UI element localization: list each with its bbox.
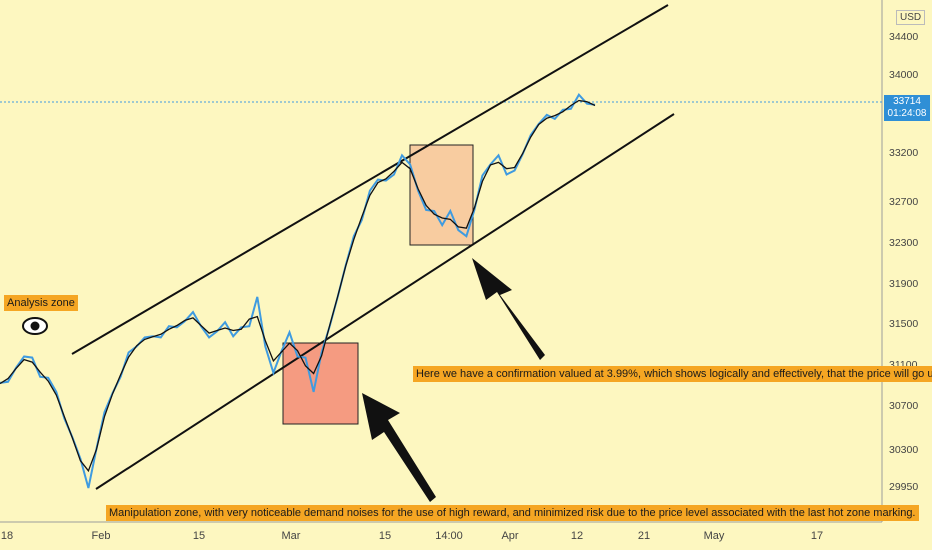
y-tick-label: 32300 bbox=[889, 237, 918, 249]
x-tick-label: Mar bbox=[282, 530, 301, 542]
x-axis-ticks: 18 Feb 15 Mar 15 14:00 Apr 12 21 May 17 bbox=[1, 530, 823, 542]
currency-label: USD bbox=[896, 10, 926, 25]
x-tick-label: 18 bbox=[1, 530, 13, 542]
last-price-value: 33714 bbox=[893, 96, 921, 107]
x-tick-label: 12 bbox=[571, 530, 583, 542]
x-tick-label: Feb bbox=[92, 530, 111, 542]
analysis-zone-label: Analysis zone bbox=[4, 295, 78, 311]
last-price-tag: 33714 01:24:08 bbox=[884, 95, 930, 121]
channel-upper-line bbox=[71, 4, 669, 355]
y-tick-label: 30700 bbox=[889, 400, 918, 412]
manipulation-note: Manipulation zone, with very noticeable … bbox=[106, 505, 919, 521]
y-tick-label: 31500 bbox=[889, 318, 918, 330]
x-tick-label: Apr bbox=[501, 530, 518, 542]
x-tick-label: 15 bbox=[379, 530, 391, 542]
y-tick-label: 32700 bbox=[889, 196, 918, 208]
y-tick-label: 34000 bbox=[889, 69, 918, 81]
confirmation-note: Here we have a confirmation valued at 3.… bbox=[413, 366, 932, 382]
x-tick-label: May bbox=[704, 530, 725, 542]
channel-lower-line bbox=[95, 113, 675, 490]
x-tick-label: 15 bbox=[193, 530, 205, 542]
moving-average-line bbox=[0, 99, 596, 473]
y-tick-label: 30300 bbox=[889, 444, 918, 456]
arrow-to-manipulation-icon bbox=[362, 393, 436, 502]
y-tick-label: 33200 bbox=[889, 147, 918, 159]
arrow-to-confirmation-icon bbox=[472, 258, 545, 360]
x-tick-label: 21 bbox=[638, 530, 650, 542]
y-tick-label: 29950 bbox=[889, 481, 918, 493]
y-tick-label: 31900 bbox=[889, 278, 918, 290]
plot-area bbox=[0, 0, 882, 522]
y-axis-ticks: 3440034000332003270032300319003150031100… bbox=[889, 31, 918, 493]
bar-countdown: 01:24:08 bbox=[887, 108, 927, 119]
y-tick-label: 34400 bbox=[889, 31, 918, 43]
x-tick-label: 14:00 bbox=[435, 530, 463, 542]
x-tick-label: 17 bbox=[811, 530, 823, 542]
eye-icon bbox=[22, 317, 48, 335]
